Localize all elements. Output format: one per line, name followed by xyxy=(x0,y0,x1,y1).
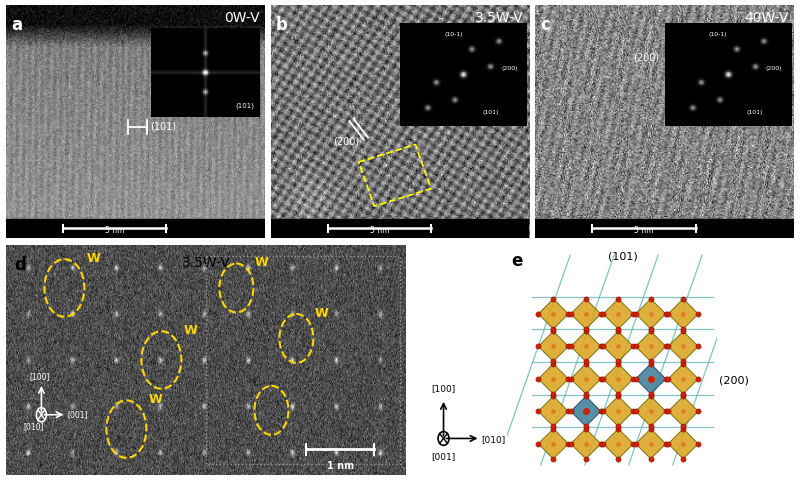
Text: a: a xyxy=(11,16,22,35)
Text: (101): (101) xyxy=(150,121,176,132)
Polygon shape xyxy=(636,429,666,459)
Text: W: W xyxy=(183,324,197,337)
Text: (200): (200) xyxy=(634,53,660,63)
Text: [001]: [001] xyxy=(67,410,88,420)
Text: [010]: [010] xyxy=(482,435,506,444)
Bar xyxy=(535,219,794,238)
Text: 5 nm: 5 nm xyxy=(105,226,125,235)
Bar xyxy=(6,219,265,238)
Text: (101): (101) xyxy=(607,251,638,261)
Polygon shape xyxy=(570,429,601,459)
Text: [100]: [100] xyxy=(431,384,456,393)
Text: 0W-V: 0W-V xyxy=(224,11,259,24)
Polygon shape xyxy=(538,331,569,361)
Text: 1 nm: 1 nm xyxy=(327,461,354,471)
Text: W: W xyxy=(149,393,162,406)
Text: b: b xyxy=(276,16,288,35)
Text: e: e xyxy=(511,252,523,270)
Text: W: W xyxy=(86,252,100,265)
Polygon shape xyxy=(603,331,634,361)
Text: 3.5W-V: 3.5W-V xyxy=(182,256,230,270)
Text: 5 nm: 5 nm xyxy=(370,226,389,235)
Polygon shape xyxy=(668,429,698,459)
Text: d: d xyxy=(14,256,26,275)
Text: 5 nm: 5 nm xyxy=(634,226,654,235)
Polygon shape xyxy=(636,396,666,426)
Polygon shape xyxy=(636,364,666,394)
Text: (200): (200) xyxy=(719,376,749,386)
Text: c: c xyxy=(541,16,550,35)
Polygon shape xyxy=(603,364,634,394)
Polygon shape xyxy=(668,364,698,394)
Polygon shape xyxy=(668,396,698,426)
Polygon shape xyxy=(538,396,569,426)
Polygon shape xyxy=(570,299,601,329)
Polygon shape xyxy=(636,331,666,361)
Text: (101): (101) xyxy=(450,48,475,58)
Polygon shape xyxy=(538,429,569,459)
Polygon shape xyxy=(603,299,634,329)
Polygon shape xyxy=(570,364,601,394)
Polygon shape xyxy=(668,299,698,329)
Polygon shape xyxy=(636,299,666,329)
Text: [010]: [010] xyxy=(23,422,44,431)
Text: W: W xyxy=(254,256,268,269)
Polygon shape xyxy=(538,364,569,394)
Polygon shape xyxy=(668,331,698,361)
Polygon shape xyxy=(603,429,634,459)
Polygon shape xyxy=(538,299,569,329)
Text: W: W xyxy=(314,307,328,320)
Polygon shape xyxy=(603,396,634,426)
Text: [100]: [100] xyxy=(29,372,50,381)
Polygon shape xyxy=(570,396,601,426)
Text: 3.5W-V: 3.5W-V xyxy=(475,11,524,24)
Text: 40W-V: 40W-V xyxy=(744,11,789,24)
Polygon shape xyxy=(570,331,601,361)
Bar xyxy=(271,219,529,238)
Text: [001]: [001] xyxy=(431,452,456,461)
Text: (200): (200) xyxy=(333,136,359,146)
